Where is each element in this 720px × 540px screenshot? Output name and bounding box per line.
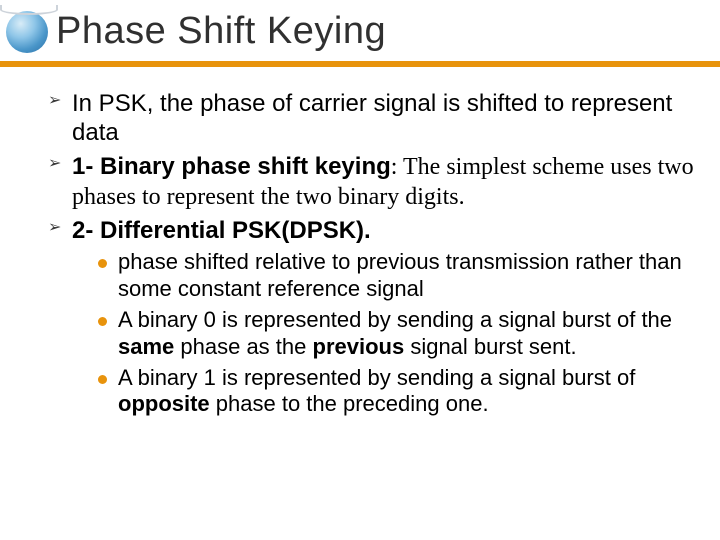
title-row: Phase Shift Keying <box>0 0 720 59</box>
sub-text: signal burst sent. <box>404 334 576 359</box>
slide-body: In PSK, the phase of carrier signal is s… <box>0 67 720 418</box>
globe-icon <box>6 11 48 53</box>
sub-text-binary1: binary 1 <box>138 365 216 390</box>
sub-text-bold: opposite <box>118 391 210 416</box>
sub-text: is represented by sending a signal burst… <box>216 365 635 390</box>
bullet-text: In PSK, the phase of carrier signal is s… <box>72 90 672 146</box>
sub-text: phase to the preceding one. <box>210 391 489 416</box>
bullet-list-sub: phase shifted relative to previous trans… <box>72 249 694 418</box>
bullet-item: 1- Binary phase shift keying: The simple… <box>48 152 694 213</box>
bullet-list-top: In PSK, the phase of carrier signal is s… <box>48 89 694 418</box>
bullet-item: In PSK, the phase of carrier signal is s… <box>48 89 694 148</box>
sub-text: A <box>118 365 138 390</box>
sub-text-binary0: binary 0 <box>138 307 216 332</box>
sub-text: is represented by sending a signal burst… <box>216 307 672 332</box>
sub-bullet-item: A binary 1 is represented by sending a s… <box>96 365 694 419</box>
bullet-lead-bold: 1- Binary phase shift keying <box>72 153 391 180</box>
bullet-text-bold: 2- Differential PSK(DPSK). <box>72 217 371 244</box>
slide-title: Phase Shift Keying <box>56 10 386 53</box>
bullet-colon: : <box>391 154 403 180</box>
slide: Phase Shift Keying In PSK, the phase of … <box>0 0 720 540</box>
sub-bullet-item: A binary 0 is represented by sending a s… <box>96 307 694 361</box>
sub-bullet-text: phase shifted relative to previous trans… <box>118 249 682 301</box>
sub-bullet-item: phase shifted relative to previous trans… <box>96 249 694 303</box>
sub-text-bold: same <box>118 334 174 359</box>
sub-text-bold: previous <box>313 334 405 359</box>
bullet-item: 2- Differential PSK(DPSK). phase shifted… <box>48 216 694 418</box>
sub-text: A <box>118 307 138 332</box>
sub-text: phase as the <box>174 334 312 359</box>
